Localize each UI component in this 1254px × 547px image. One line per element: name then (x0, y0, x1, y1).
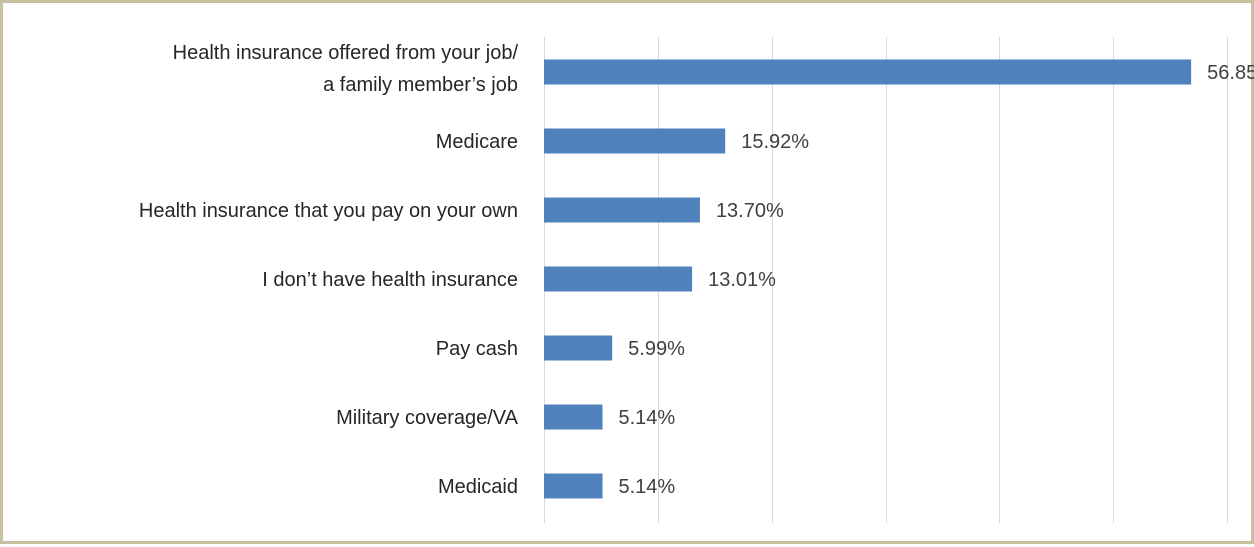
value-labels: 56.85% 15.92% 13.70% 13.01% 5.99% 5.14% 5.14% (619, 62, 1254, 498)
bar-5 (544, 404, 603, 430)
value-label-1: 15.92% (741, 131, 809, 153)
value-label-3: 13.01% (708, 269, 776, 291)
category-label-4: Pay cash (436, 338, 518, 360)
value-label-2: 13.70% (716, 200, 784, 222)
category-label-0-line-0: Health insurance offered from your job/ (173, 42, 519, 64)
category-label-5: Military coverage/VA (336, 407, 519, 429)
category-labels: Health insurance offered from your job/a… (139, 42, 519, 498)
category-label-6: Medicaid (438, 476, 518, 498)
value-label-4: 5.99% (628, 338, 685, 360)
category-label-0-line-1: a family member’s job (323, 74, 518, 96)
category-label-3: I don’t have health insurance (262, 269, 518, 291)
grid-lines (544, 37, 1228, 523)
category-label-2: Health insurance that you pay on your ow… (139, 200, 518, 222)
bar-2 (544, 197, 700, 223)
bar-3 (544, 266, 693, 292)
bar-4 (544, 335, 613, 361)
value-label-5: 5.14% (619, 407, 676, 429)
bar-6 (544, 473, 603, 499)
bar-0 (544, 59, 1192, 85)
bar-1 (544, 128, 726, 154)
bar-chart: Health insurance offered from your job/a… (139, 37, 1254, 523)
category-label-1: Medicare (436, 131, 518, 153)
bars (544, 59, 1192, 499)
value-label-0: 56.85% (1207, 62, 1254, 84)
value-label-6: 5.14% (619, 476, 676, 498)
